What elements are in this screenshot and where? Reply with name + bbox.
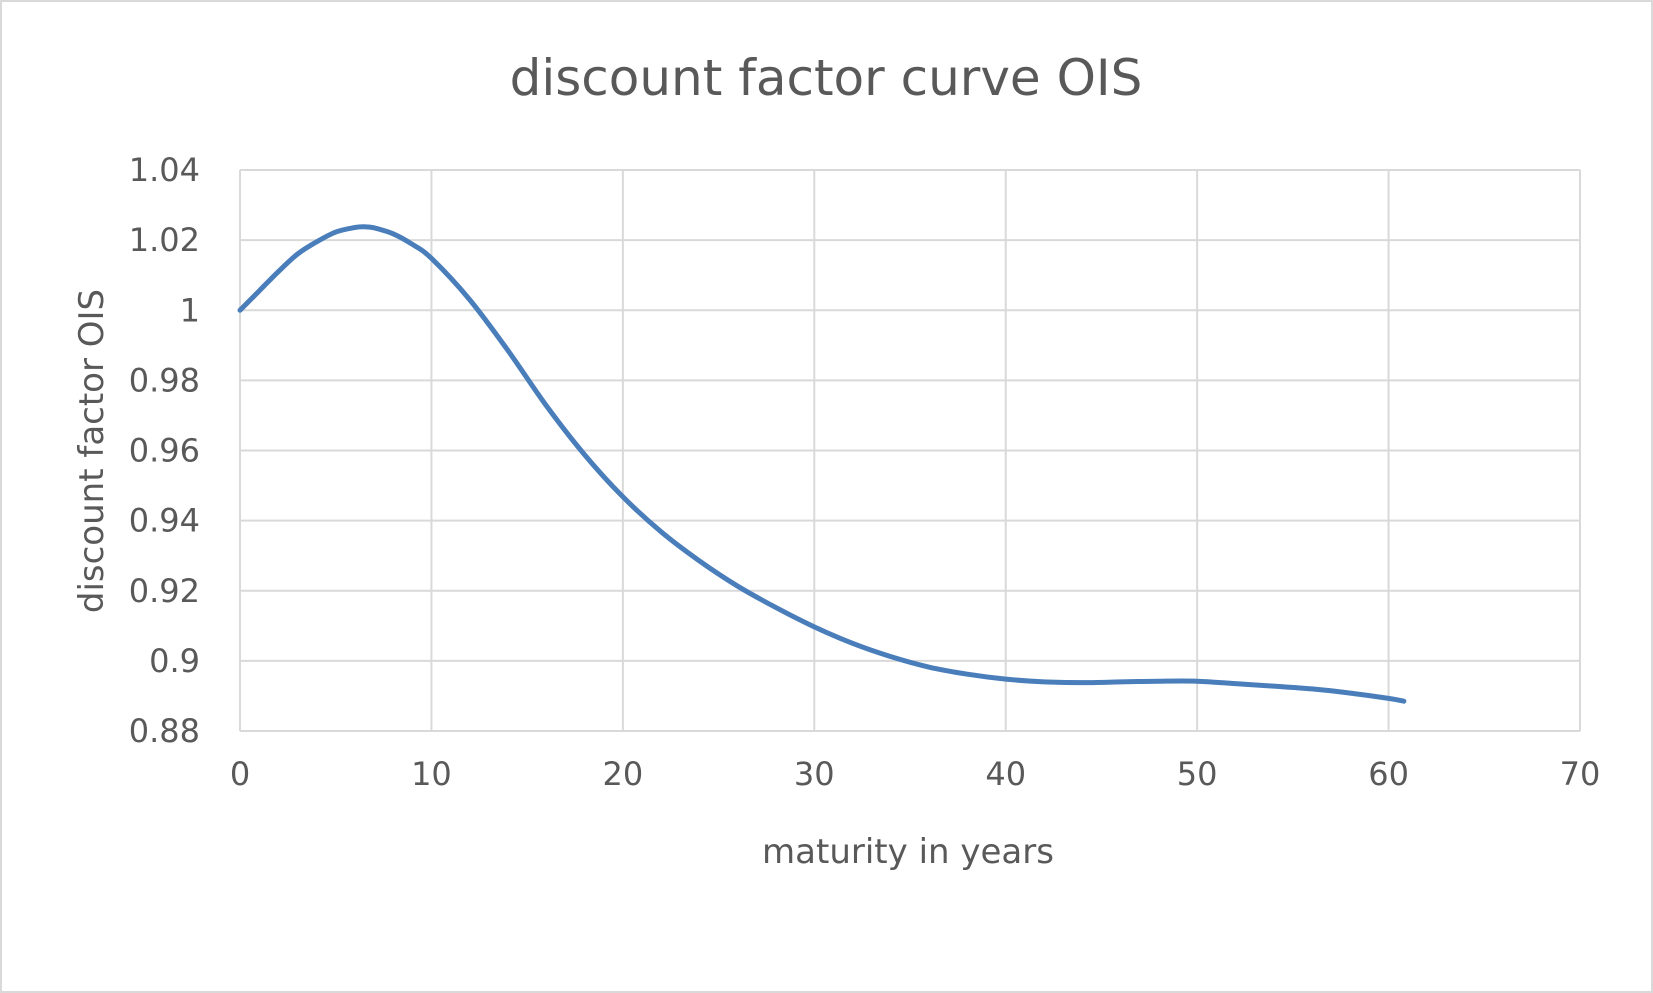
x-axis-title: maturity in years	[762, 832, 1054, 872]
x-tick-label: 30	[794, 755, 835, 793]
y-tick-label: 1.04	[129, 151, 200, 189]
x-tick-label: 40	[985, 755, 1026, 793]
y-tick-label: 0.92	[129, 572, 200, 610]
y-tick-label: 0.98	[129, 361, 200, 399]
y-tick-label: 0.96	[129, 432, 200, 470]
y-axis-title: discount factor OIS	[72, 289, 112, 613]
chart-title: discount factor curve OIS	[510, 49, 1143, 107]
x-tick-label: 20	[602, 755, 643, 793]
series-layer	[237, 224, 1407, 704]
x-tick-label: 10	[411, 755, 452, 793]
x-tick-label: 0	[230, 755, 250, 793]
x-tick-label: 50	[1177, 755, 1218, 793]
y-tick-label: 0.94	[129, 502, 200, 540]
series-line	[237, 224, 1407, 704]
x-tick-label: 70	[1560, 755, 1601, 793]
tick-labels: 1.04 1.02 1 0.98 0.96 0.94 0.92 0.9 0.88 0 10 20 30 4…	[129, 151, 1601, 793]
x-tick-label: 60	[1368, 755, 1409, 793]
y-tick-label: 0.88	[129, 712, 200, 750]
y-tick-label: 1	[180, 291, 200, 329]
y-tick-label: 0.9	[149, 642, 200, 680]
y-tick-label: 1.02	[129, 221, 200, 259]
gridlines	[239, 169, 1581, 732]
